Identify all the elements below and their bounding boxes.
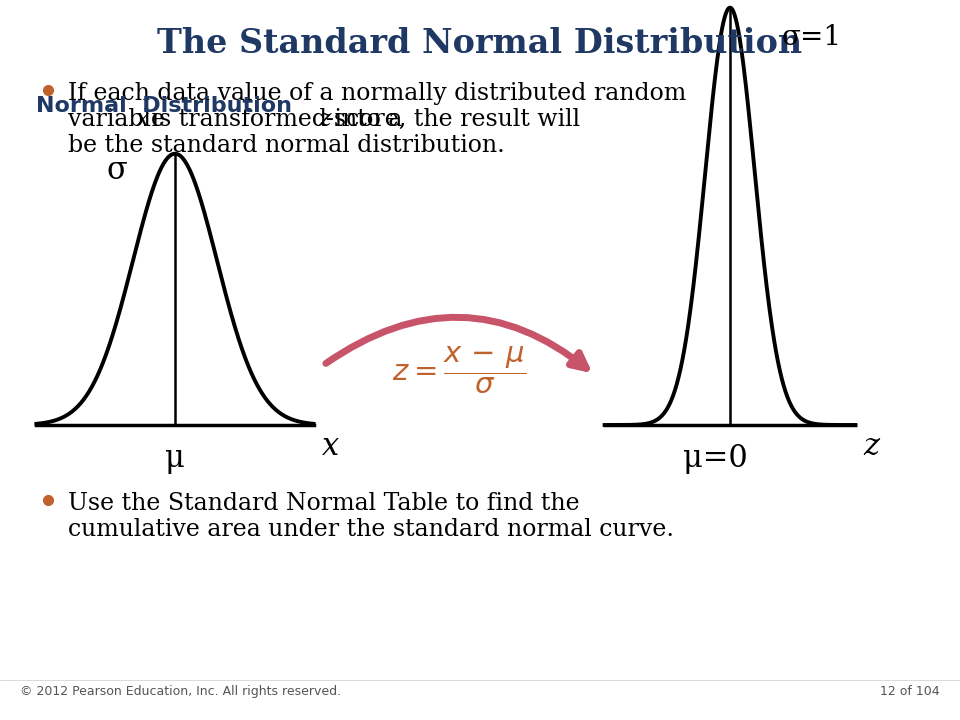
Text: σ: σ (107, 155, 128, 186)
Text: μ=0: μ=0 (683, 443, 748, 474)
Text: σ=1: σ=1 (782, 24, 842, 51)
Text: $z = \dfrac{x\,-\,\mu}{\sigma}$: $z = \dfrac{x\,-\,\mu}{\sigma}$ (392, 344, 526, 395)
Text: If each data value of a normally distributed random: If each data value of a normally distrib… (68, 82, 686, 105)
Text: © 2012 Pearson Education, Inc. All rights reserved.: © 2012 Pearson Education, Inc. All right… (20, 685, 341, 698)
Text: z: z (863, 431, 879, 462)
Text: cumulative area under the standard normal curve.: cumulative area under the standard norma… (68, 518, 674, 541)
Text: be the standard normal distribution.: be the standard normal distribution. (68, 134, 505, 157)
Text: -score, the result will: -score, the result will (326, 108, 580, 131)
Text: z: z (318, 108, 330, 131)
Text: variable: variable (68, 108, 173, 131)
FancyArrowPatch shape (325, 318, 587, 369)
Text: x: x (136, 108, 150, 131)
Text: x: x (322, 431, 339, 462)
Text: Normal  Distribution: Normal Distribution (36, 96, 293, 116)
Text: Use the Standard Normal Table to find the: Use the Standard Normal Table to find th… (68, 492, 580, 515)
Text: 12 of 104: 12 of 104 (880, 685, 940, 698)
Text: μ: μ (165, 443, 185, 474)
Text: The Standard Normal Distribution: The Standard Normal Distribution (157, 27, 803, 60)
Text: is transformed into a: is transformed into a (144, 108, 410, 131)
